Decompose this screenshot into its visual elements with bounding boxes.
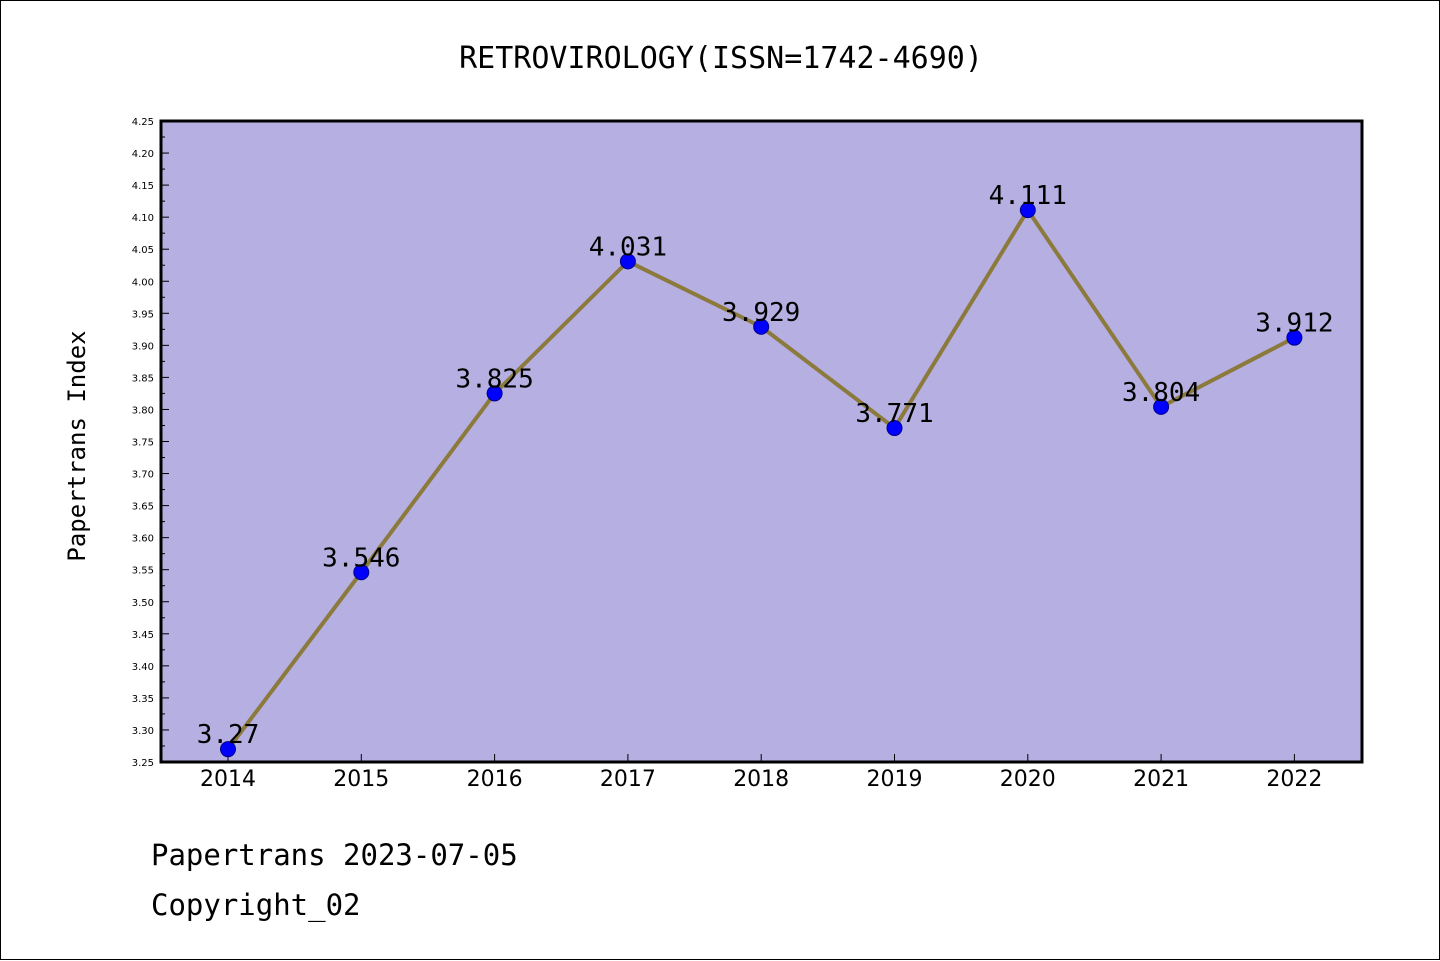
y-tick-label: 4.00: [132, 277, 154, 288]
x-tick-label: 2017: [600, 767, 656, 792]
data-point: [753, 318, 770, 335]
y-tick-label: 4.20: [132, 149, 154, 160]
y-tick-label: 3.95: [132, 309, 154, 320]
y-tick-label: 3.85: [132, 373, 154, 384]
y-tick-label: 3.35: [132, 694, 154, 705]
data-point: [619, 253, 636, 270]
plot-area: [161, 121, 1362, 762]
x-tick-label: 2016: [467, 767, 523, 792]
data-labels: 3.27 3.546 3.825 4.031 3.929 3.771 4.111 3.804 3…: [197, 181, 1334, 750]
y-tick-label: 4.05: [132, 245, 154, 256]
y-tick-label: 3.45: [132, 630, 154, 641]
y-tick-label: 3.70: [132, 470, 154, 481]
y-axis: 3.25 3.30 3.35 3.40 3.45 3.50 3.55 3.60 3.65 3.70…: [132, 117, 169, 769]
x-tick-label: 2020: [1000, 767, 1056, 792]
y-tick-label: 3.30: [132, 726, 154, 737]
plot-border: [159, 119, 1364, 764]
y-tick-label: 3.80: [132, 405, 154, 416]
x-tick-label: 2018: [733, 767, 789, 792]
data-point: [353, 564, 370, 581]
data-markers: [220, 202, 1303, 758]
x-tick-label: 2014: [200, 767, 256, 792]
data-label: 3.912: [1255, 309, 1333, 339]
y-tick-label: 4.25: [132, 117, 154, 128]
x-axis: 2014 2015 2016 2017 2018 2019 2020 2021 2022: [200, 754, 1322, 792]
data-label: 4.111: [989, 181, 1067, 211]
footer-copyright-text: Copyright_02: [151, 888, 361, 923]
y-tick-label: 3.60: [132, 534, 154, 545]
x-tick-label: 2015: [333, 767, 389, 792]
data-label: 3.929: [722, 298, 800, 328]
chart-title: RETROVIROLOGY(ISSN=1742-4690): [459, 41, 983, 76]
y-tick-label: 4.10: [132, 213, 154, 224]
data-label: 3.771: [855, 399, 933, 429]
y-tick-label: 3.55: [132, 566, 154, 577]
data-point: [1153, 398, 1170, 415]
data-label: 3.27: [197, 720, 260, 750]
data-point: [486, 385, 503, 402]
data-point: [220, 741, 236, 758]
x-tick-label: 2021: [1133, 767, 1189, 792]
data-label: 3.825: [455, 364, 533, 394]
data-point: [1019, 202, 1036, 219]
x-tick-label: 2022: [1266, 767, 1322, 792]
y-tick-label: 3.65: [132, 502, 154, 513]
data-label: 4.031: [589, 232, 667, 262]
y-tick-label: 3.75: [132, 438, 154, 449]
y-tick-label: 3.90: [132, 341, 154, 352]
x-tick-label: 2019: [867, 767, 923, 792]
y-tick-label: 3.25: [132, 758, 154, 769]
data-point: [1286, 329, 1303, 346]
footer-date-text: Papertrans 2023-07-05: [151, 838, 518, 872]
y-tick-label: 3.50: [132, 598, 154, 609]
data-label: 3.804: [1122, 378, 1200, 408]
data-label: 3.546: [322, 543, 400, 573]
y-tick-label: 4.15: [132, 181, 154, 192]
data-point: [886, 420, 903, 437]
y-axis-label: Papertrans Index: [63, 330, 91, 561]
y-tick-label: 3.40: [132, 662, 154, 673]
